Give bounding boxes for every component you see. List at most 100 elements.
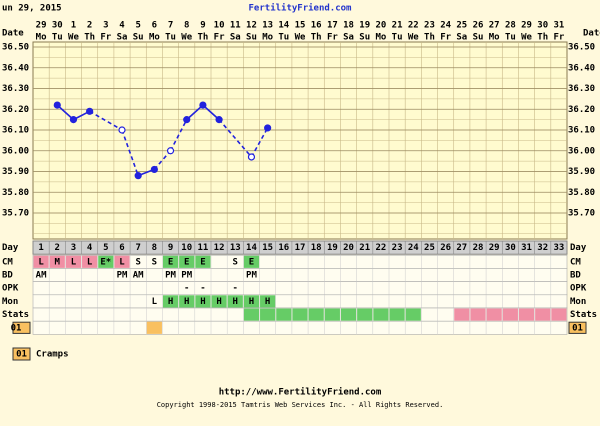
row-cell bbox=[308, 308, 324, 321]
temp-point bbox=[199, 101, 207, 109]
row-cell bbox=[146, 321, 162, 334]
y-tick-label-right: 35.90 bbox=[568, 167, 595, 177]
weekday: Fr bbox=[214, 33, 225, 43]
day-number: 2 bbox=[55, 243, 60, 253]
row-cell-text: H bbox=[184, 297, 189, 307]
weekday: Tu bbox=[392, 33, 403, 43]
temp-point bbox=[53, 101, 61, 109]
row-cell bbox=[162, 255, 179, 268]
date-number: 18 bbox=[343, 21, 354, 31]
day-number: 30 bbox=[505, 243, 516, 253]
day-number: 14 bbox=[246, 243, 257, 253]
row-cell-text: H bbox=[216, 297, 221, 307]
row-label-right: Stats bbox=[570, 310, 597, 320]
row-cell-text: - bbox=[233, 284, 238, 294]
weekday: Tu bbox=[52, 33, 63, 43]
row-cell bbox=[260, 308, 276, 321]
row-cell-text: E bbox=[200, 257, 205, 267]
row-cell bbox=[454, 308, 470, 321]
row-cell-text: M bbox=[55, 257, 61, 267]
date-number: 14 bbox=[278, 21, 289, 31]
weekday: Th bbox=[424, 33, 435, 43]
day-number: 23 bbox=[392, 243, 403, 253]
date-number: 25 bbox=[456, 21, 467, 31]
y-tick-label: 35.70 bbox=[2, 209, 29, 219]
day-number: 28 bbox=[473, 243, 484, 253]
day-number: 6 bbox=[119, 243, 124, 253]
day-number: 31 bbox=[521, 243, 532, 253]
day-number: 25 bbox=[424, 243, 435, 253]
row-cell bbox=[340, 308, 357, 321]
date-number: 6 bbox=[152, 21, 157, 31]
temp-segment bbox=[218, 119, 253, 158]
y-tick-label: 36.00 bbox=[2, 146, 29, 156]
row-background bbox=[32, 281, 568, 296]
date-label-right: Date bbox=[583, 29, 600, 39]
row-cell bbox=[243, 295, 260, 308]
legend-code-box bbox=[12, 347, 31, 361]
row-cell-text: - bbox=[200, 284, 205, 294]
temp-point bbox=[134, 172, 142, 180]
row-cell bbox=[292, 308, 308, 321]
y-tick-label: 36.20 bbox=[2, 105, 29, 115]
row-cell-text: H bbox=[249, 297, 254, 307]
weekday: Su bbox=[246, 33, 257, 43]
day-number: 26 bbox=[440, 243, 451, 253]
row-cell-text: PM bbox=[165, 271, 176, 281]
y-tick-label: 36.30 bbox=[2, 84, 29, 94]
row-background bbox=[32, 268, 568, 282]
row-cell bbox=[260, 295, 276, 308]
weekday: Tu bbox=[165, 33, 176, 43]
temp-segment bbox=[56, 104, 74, 121]
row-cell-text: E* bbox=[100, 257, 111, 267]
date-number: 15 bbox=[295, 21, 306, 31]
footer-url: http://www.FertilityFriend.com bbox=[219, 387, 382, 398]
row-code-box-right bbox=[568, 321, 587, 334]
date-number: 9 bbox=[200, 21, 205, 31]
day-label: Day bbox=[2, 243, 19, 253]
y-tick-label-right: 35.70 bbox=[568, 209, 595, 219]
temp-segment bbox=[202, 104, 220, 121]
row-label: BD bbox=[2, 271, 13, 281]
row-label-right: BD bbox=[570, 271, 581, 281]
day-number: 8 bbox=[152, 243, 157, 253]
row-code-box bbox=[12, 321, 31, 334]
day-number: 17 bbox=[295, 243, 306, 253]
day-number: 7 bbox=[135, 243, 140, 253]
date-number: 30 bbox=[52, 21, 63, 31]
date-number: 19 bbox=[359, 21, 370, 31]
row-cell-text: E bbox=[168, 257, 173, 267]
row-cell-text: H bbox=[200, 297, 205, 307]
y-tick-label: 36.40 bbox=[2, 63, 29, 73]
weekday: We bbox=[181, 33, 192, 43]
date-number: 7 bbox=[168, 21, 173, 31]
day-number: 11 bbox=[197, 243, 208, 253]
weekday: Th bbox=[84, 33, 95, 43]
row-label: Stats bbox=[2, 310, 29, 320]
y-tick-label-right: 36.00 bbox=[568, 146, 595, 156]
row-cell bbox=[470, 308, 486, 321]
row-cell bbox=[98, 255, 114, 268]
row-cell bbox=[33, 255, 49, 268]
day-number: 1 bbox=[38, 243, 43, 253]
row-label-right: Mon bbox=[570, 297, 586, 307]
day-number: 13 bbox=[230, 243, 241, 253]
row-cell bbox=[65, 255, 82, 268]
date-number: 27 bbox=[489, 21, 500, 31]
temp-point bbox=[215, 116, 223, 124]
row-cell bbox=[502, 308, 518, 321]
day-number: 16 bbox=[278, 243, 289, 253]
date-number: 30 bbox=[537, 21, 548, 31]
date-number: 12 bbox=[246, 21, 257, 31]
date-number: 28 bbox=[505, 21, 516, 31]
y-tick-label-right: 36.50 bbox=[568, 43, 595, 53]
row-cell-text: H bbox=[168, 297, 173, 307]
weekday: Sa bbox=[456, 33, 467, 43]
row-cell-text: L bbox=[119, 257, 125, 267]
y-tick-label-right: 36.30 bbox=[568, 84, 595, 94]
row-cell-text: H bbox=[265, 297, 270, 307]
date-number: 3 bbox=[103, 21, 108, 31]
date-number: 4 bbox=[119, 21, 125, 31]
chart-date: un 29, 2015 bbox=[2, 4, 62, 14]
